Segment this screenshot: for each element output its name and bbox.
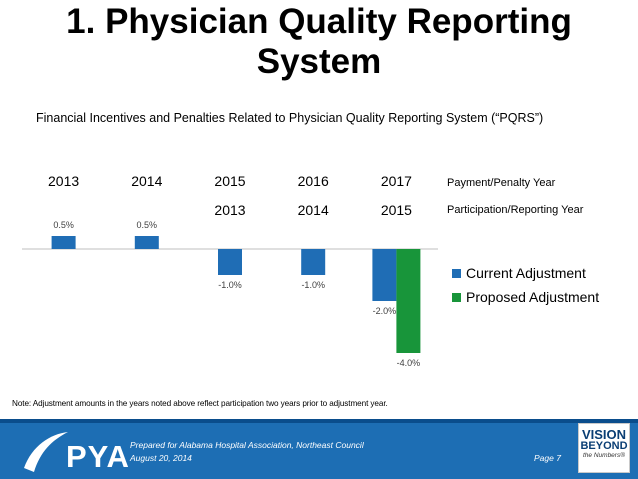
participation-year-row-label: Participation/Reporting Year	[447, 204, 584, 216]
badge-tagline: the Numbers®	[583, 452, 625, 459]
footer-date: August 20, 2014	[130, 453, 192, 463]
data-label: -1.0%	[301, 280, 325, 290]
pya-logo-text: PYA	[66, 439, 130, 474]
legend-entry: Proposed Adjustment	[466, 289, 599, 305]
footer-prepared-for: Prepared for Alabama Hospital Associatio…	[130, 440, 364, 450]
page-number: Page 7	[534, 453, 561, 463]
badge-beyond: BEYOND	[580, 440, 628, 452]
data-label: -4.0%	[397, 358, 421, 368]
pya-swoosh-icon	[24, 432, 68, 472]
payment-year-label: 2015	[214, 173, 245, 189]
data-label: 0.5%	[137, 220, 158, 230]
payment-year-label: 2013	[48, 173, 79, 189]
footer-bar	[0, 419, 638, 479]
payment-year-label: 2017	[381, 173, 412, 189]
payment-year-label: 2016	[298, 173, 329, 189]
data-label: -1.0%	[218, 280, 242, 290]
data-label: 0.5%	[53, 220, 74, 230]
slide-title-line2: System	[256, 42, 382, 81]
payment-year-row-label: Payment/Penalty Year	[447, 177, 556, 189]
participation-year-label: 2015	[381, 202, 412, 218]
legend-swatch	[452, 293, 461, 302]
bar-current-adjustment	[372, 249, 397, 301]
bar-current-adjustment	[51, 236, 76, 249]
participation-year-label: 2014	[298, 202, 329, 218]
footer-band	[0, 419, 638, 423]
legend-entry: Current Adjustment	[466, 265, 586, 281]
bar-current-adjustment	[134, 236, 159, 249]
bar-current-adjustment	[301, 249, 326, 275]
bar-proposed-adjustment	[396, 249, 421, 353]
chart-subtitle: Financial Incentives and Penalties Relat…	[36, 111, 544, 125]
bar-chart: 2013 0.5% 2014 0.5% 2015 2013 -1.0% 2016 2014 -1.…	[22, 173, 599, 368]
bar-current-adjustment	[218, 249, 242, 275]
badge-vision: VISION	[581, 427, 627, 442]
payment-year-label: 2014	[131, 173, 162, 189]
slide-title: 1. Physician Quality Reporting System	[0, 2, 638, 82]
legend-swatch	[452, 269, 461, 278]
participation-year-label: 2013	[214, 202, 245, 218]
footnote: Note: Adjustment amounts in the years no…	[12, 399, 388, 408]
vision-beyond-badge: VISION BEYOND the Numbers®	[578, 423, 630, 473]
slide-title-line1: 1. Physician Quality Reporting	[66, 2, 572, 41]
data-label: -2.0%	[373, 306, 397, 316]
